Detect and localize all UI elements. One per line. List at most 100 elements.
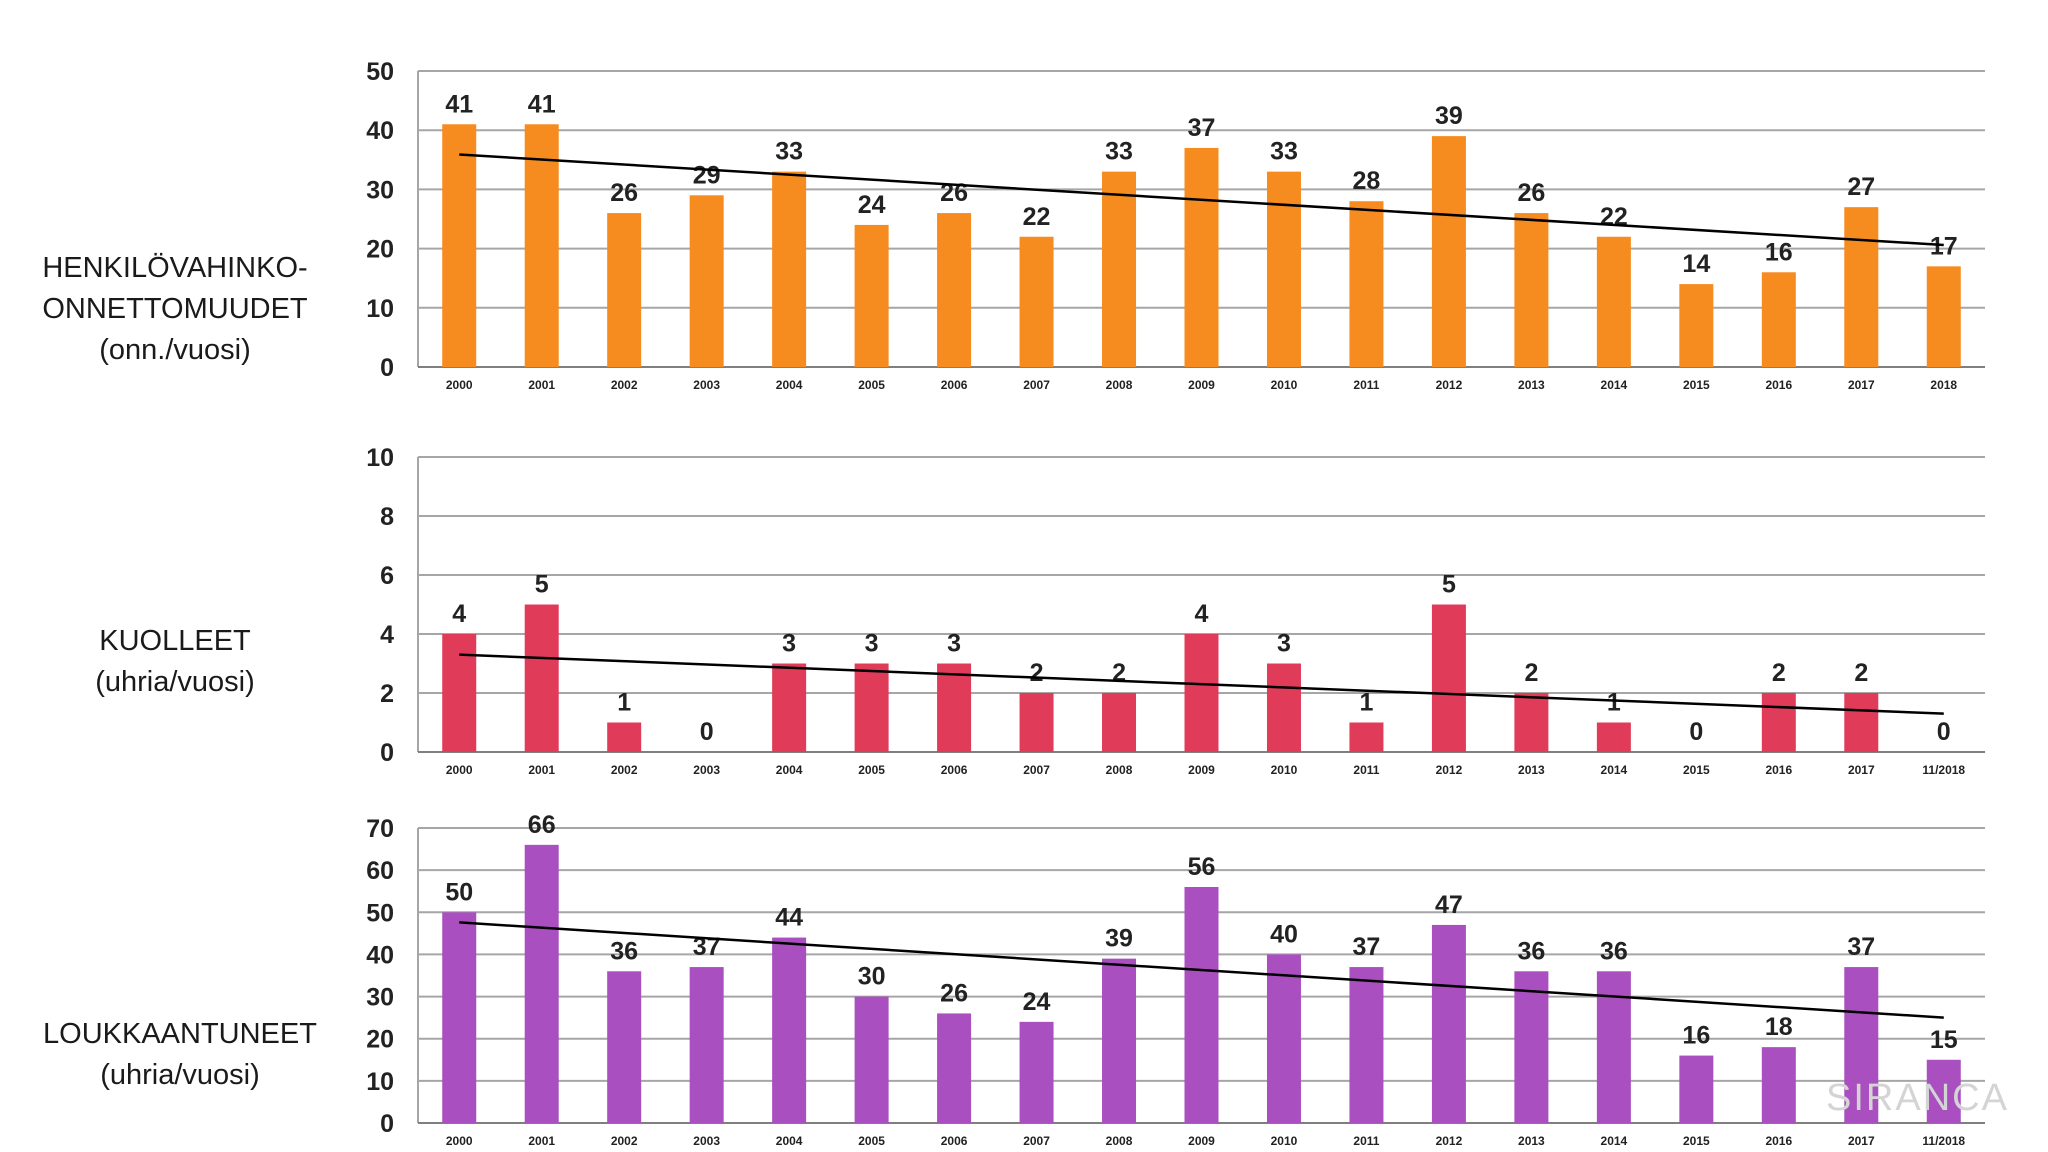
x-tick-label: 2005 bbox=[858, 1134, 885, 1148]
x-tick-label: 2001 bbox=[528, 1134, 555, 1148]
x-tick-label: 2017 bbox=[1848, 1134, 1875, 1148]
row-label-line: (uhria/vuosi) bbox=[100, 1059, 260, 1091]
chart-0: 0 10 20 30 40 50 41 2000 41 2001 26 2002 29 2003 33 200… bbox=[366, 58, 1985, 392]
x-tick-label: 2001 bbox=[528, 378, 555, 392]
data-label: 28 bbox=[1353, 167, 1381, 195]
y-tick-label: 0 bbox=[380, 1110, 394, 1138]
trendline bbox=[459, 153, 1944, 247]
data-label: 36 bbox=[1600, 937, 1628, 965]
bar bbox=[442, 634, 477, 752]
data-label: 24 bbox=[1023, 988, 1051, 1016]
bar bbox=[1349, 722, 1384, 752]
x-tick-label: 2005 bbox=[858, 763, 885, 777]
y-tick-label: 10 bbox=[366, 1068, 394, 1096]
y-tick-label: 20 bbox=[366, 236, 394, 264]
bar bbox=[1926, 1059, 1961, 1123]
bar bbox=[1926, 266, 1961, 367]
data-label: 39 bbox=[1105, 925, 1133, 953]
y-tick-label: 20 bbox=[366, 1026, 394, 1054]
y-tick-label: 8 bbox=[380, 503, 394, 531]
x-tick-label: 2011 bbox=[1353, 1134, 1379, 1148]
bar bbox=[937, 1013, 972, 1123]
data-label: 3 bbox=[1277, 630, 1291, 658]
data-label: 17 bbox=[1930, 232, 1958, 260]
chart-2: 0 10 20 30 40 50 60 70 50 2000 66 2001 36 2002 37 2003 4… bbox=[366, 811, 1985, 1148]
data-label: 33 bbox=[1270, 138, 1298, 166]
x-tick-label: 2007 bbox=[1023, 378, 1050, 392]
bar bbox=[1266, 663, 1301, 752]
bar bbox=[689, 195, 724, 367]
row-label-injured: LOUKKAANTUNEET (uhria/vuosi) bbox=[20, 1014, 340, 1096]
chart-1: 0246810420005200112002020033200432005320… bbox=[366, 444, 1985, 777]
data-label: 66 bbox=[528, 811, 556, 839]
data-label: 36 bbox=[610, 937, 638, 965]
data-label: 41 bbox=[528, 90, 556, 118]
x-tick-label: 2013 bbox=[1518, 1134, 1545, 1148]
data-label: 3 bbox=[865, 630, 879, 658]
y-tick-label: 60 bbox=[366, 857, 394, 885]
data-label: 47 bbox=[1435, 891, 1463, 919]
x-tick-label: 2012 bbox=[1436, 763, 1463, 777]
bar bbox=[524, 844, 559, 1123]
x-tick-label: 2015 bbox=[1683, 763, 1710, 777]
bar bbox=[1514, 213, 1549, 367]
x-tick-label: 2008 bbox=[1106, 1134, 1133, 1148]
x-tick-label: 2014 bbox=[1601, 378, 1628, 392]
bar bbox=[772, 171, 807, 367]
bar bbox=[442, 912, 477, 1123]
x-tick-label: 2006 bbox=[941, 1134, 968, 1148]
x-tick-label: 2009 bbox=[1188, 1134, 1215, 1148]
bar bbox=[1596, 971, 1631, 1123]
y-tick-label: 10 bbox=[366, 444, 394, 472]
x-tick-label: 2012 bbox=[1436, 378, 1463, 392]
x-tick-label: 2017 bbox=[1848, 763, 1875, 777]
x-tick-label: 2008 bbox=[1106, 763, 1133, 777]
row-label-line: KUOLLEET bbox=[99, 625, 251, 657]
data-label: 1 bbox=[1359, 689, 1373, 717]
bar bbox=[772, 937, 807, 1123]
data-label: 36 bbox=[1517, 937, 1545, 965]
data-label: 26 bbox=[1517, 179, 1545, 207]
x-tick-label: 2002 bbox=[611, 763, 638, 777]
x-tick-label: 2004 bbox=[776, 1134, 803, 1148]
bar bbox=[1844, 967, 1879, 1123]
x-tick-label: 2002 bbox=[611, 1134, 638, 1148]
bar bbox=[1102, 171, 1137, 367]
data-label: 33 bbox=[775, 138, 803, 166]
bar bbox=[1266, 171, 1301, 367]
bar bbox=[607, 213, 642, 367]
y-tick-label: 10 bbox=[366, 295, 394, 323]
y-tick-label: 50 bbox=[366, 58, 394, 86]
row-label-line: ONNETTOMUUDET bbox=[42, 293, 308, 325]
data-label: 41 bbox=[445, 90, 473, 118]
x-tick-label: 2013 bbox=[1518, 763, 1545, 777]
data-label: 0 bbox=[700, 718, 714, 746]
x-tick-label: 2006 bbox=[941, 763, 968, 777]
data-label: 22 bbox=[1023, 203, 1051, 231]
data-label: 0 bbox=[1689, 718, 1703, 746]
y-tick-label: 70 bbox=[366, 815, 394, 843]
data-label: 24 bbox=[858, 191, 886, 219]
x-tick-label: 2014 bbox=[1601, 763, 1628, 777]
bar bbox=[1102, 958, 1137, 1123]
data-label: 2 bbox=[1854, 659, 1868, 687]
y-tick-label: 30 bbox=[366, 176, 394, 204]
data-label: 5 bbox=[535, 571, 549, 599]
bar bbox=[1431, 136, 1466, 367]
bar bbox=[1596, 236, 1631, 367]
bar bbox=[1761, 272, 1796, 367]
bar bbox=[1596, 722, 1631, 752]
data-label: 26 bbox=[610, 179, 638, 207]
row-label-deaths: KUOLLEET (uhria/vuosi) bbox=[40, 621, 310, 703]
bar bbox=[1431, 924, 1466, 1123]
bar bbox=[1266, 954, 1301, 1123]
row-label-injury-accidents: HENKILÖVAHINKO- ONNETTOMUUDET (onn./vuos… bbox=[30, 248, 320, 371]
x-tick-label: 2009 bbox=[1188, 763, 1215, 777]
bar bbox=[937, 663, 972, 752]
trendline bbox=[459, 653, 1944, 715]
bar bbox=[607, 722, 642, 752]
x-tick-label: 2006 bbox=[941, 378, 968, 392]
y-tick-label: 30 bbox=[366, 984, 394, 1012]
bar bbox=[1184, 887, 1219, 1123]
